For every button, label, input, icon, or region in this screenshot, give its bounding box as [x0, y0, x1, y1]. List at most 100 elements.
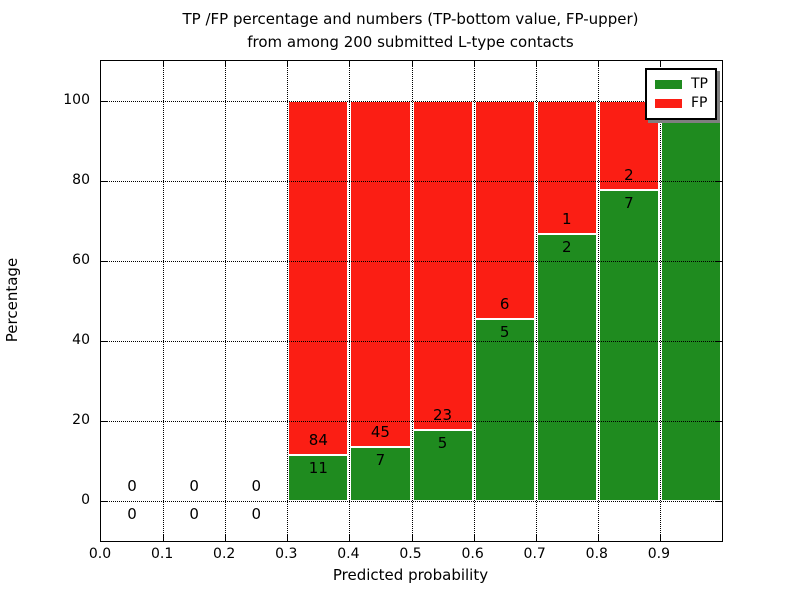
x-axis-label: Predicted probability [332, 566, 489, 584]
tp-count-label: 5 [499, 323, 510, 342]
y-tick-mark-left [101, 501, 107, 502]
gridline-vertical [287, 61, 288, 541]
x-tick-label: 0.2 [213, 546, 236, 562]
fp-count-label: 2 [624, 165, 634, 184]
x-tick-mark-bottom [287, 535, 288, 541]
x-tick-label: 0.1 [150, 546, 174, 562]
x-tick-label: 0.5 [399, 546, 422, 562]
y-tick-mark-right [716, 501, 722, 502]
x-tick-mark-top [225, 61, 226, 67]
gridline-horizontal [101, 341, 722, 342]
fp-count-label: 6 [499, 295, 510, 314]
bar-segment-tp [350, 447, 411, 501]
tp-count-label: 7 [624, 193, 634, 212]
y-tick-mark-left [101, 101, 107, 102]
x-tick-label: 0.7 [523, 546, 546, 562]
gridline-horizontal [101, 261, 722, 262]
x-tick-label: 0.4 [337, 546, 360, 562]
x-tick-mark-top [660, 61, 661, 67]
y-tick-mark-right [716, 421, 722, 422]
chart-title-line2: from among 200 submitted L-type contacts [247, 33, 574, 51]
x-tick-mark-top [412, 61, 413, 67]
x-tick-mark-bottom [536, 535, 537, 541]
bar-segment-tp [661, 101, 721, 501]
legend-swatch-fp [655, 99, 682, 108]
gridline-vertical [474, 61, 475, 541]
x-tick-mark-top [163, 61, 164, 67]
x-tick-mark-top [598, 61, 599, 67]
bar-segment-fp [288, 101, 348, 455]
tp-count-label: 0 [127, 505, 137, 523]
y-tick-label: 100 [63, 92, 90, 108]
y-tick-mark-left [101, 421, 107, 422]
fp-count-label: 0 [251, 477, 262, 495]
x-tick-label: 0.0 [88, 546, 112, 562]
x-tick-mark-bottom [349, 535, 350, 541]
y-tick-label: 80 [72, 172, 90, 188]
tp-count-label: 2 [561, 238, 572, 257]
x-tick-mark-top [474, 61, 475, 67]
bar-segment-fp [475, 101, 535, 320]
tp-count-label: 0 [251, 505, 262, 523]
fp-count-label: 45 [370, 423, 390, 442]
y-tick-mark-left [101, 261, 107, 262]
x-tick-label: 0.3 [275, 546, 298, 562]
gridline-vertical [163, 61, 164, 541]
gridline-vertical [660, 61, 661, 541]
gridline-horizontal [101, 101, 722, 102]
x-tick-label: 0.6 [461, 546, 484, 562]
tp-count-label: 0 [189, 505, 199, 523]
x-tick-mark-top [536, 61, 537, 67]
plot-area: 000000841145723565122702 [100, 60, 723, 542]
x-tick-label: 0.9 [647, 546, 671, 562]
chart-title: TP /FP percentage and numbers (TP-bottom… [100, 8, 721, 54]
bar-segment-fp [413, 101, 473, 430]
gridline-vertical [225, 61, 226, 541]
bar-segment-tp [599, 189, 659, 501]
gridline-vertical [349, 61, 350, 541]
bar-segment-fp [350, 101, 411, 448]
legend-row: FP [655, 94, 709, 113]
y-tick-mark-left [101, 181, 107, 182]
bar-segment-fp [537, 101, 597, 235]
y-tick-mark-left [101, 341, 107, 342]
legend-label: TP [691, 76, 708, 92]
x-tick-mark-top [287, 61, 288, 67]
x-tick-mark-top [349, 61, 350, 67]
y-tick-label: 0 [81, 492, 90, 508]
gridline-vertical [598, 61, 599, 541]
legend: TP FP [645, 68, 717, 120]
x-tick-mark-bottom [225, 535, 226, 541]
chart-title-line1: TP /FP percentage and numbers (TP-bottom… [182, 10, 639, 28]
legend-swatch-tp [655, 80, 682, 89]
x-tick-mark-bottom [163, 535, 164, 541]
fp-count-label: 23 [433, 405, 453, 424]
x-tick-mark-bottom [474, 535, 475, 541]
y-axis-label: Percentage [3, 257, 21, 343]
y-tick-label: 40 [72, 332, 90, 348]
y-tick-mark-right [716, 101, 722, 102]
bar-segment-tp [537, 234, 597, 501]
bar-segment-tp [413, 429, 473, 501]
x-tick-mark-bottom [598, 535, 599, 541]
legend-row: TP [655, 75, 709, 94]
gridline-vertical [412, 61, 413, 541]
gridline-horizontal [101, 421, 722, 422]
tp-count-label: 5 [437, 433, 448, 452]
x-tick-label: 0.8 [585, 546, 608, 562]
y-tick-mark-right [716, 261, 722, 262]
gridline-horizontal [101, 501, 722, 502]
y-tick-mark-right [716, 181, 722, 182]
y-tick-label: 60 [72, 252, 90, 268]
tp-count-label: 11 [308, 458, 328, 477]
bar-segment-tp [475, 319, 535, 501]
fp-count-label: 1 [561, 210, 572, 229]
y-tick-label: 20 [72, 412, 90, 428]
x-tick-mark-bottom [660, 535, 661, 541]
tp-count-label: 7 [375, 451, 386, 470]
legend-label: FP [691, 95, 708, 111]
fp-count-label: 84 [308, 430, 328, 449]
gridline-vertical [536, 61, 537, 541]
y-tick-mark-right [716, 341, 722, 342]
